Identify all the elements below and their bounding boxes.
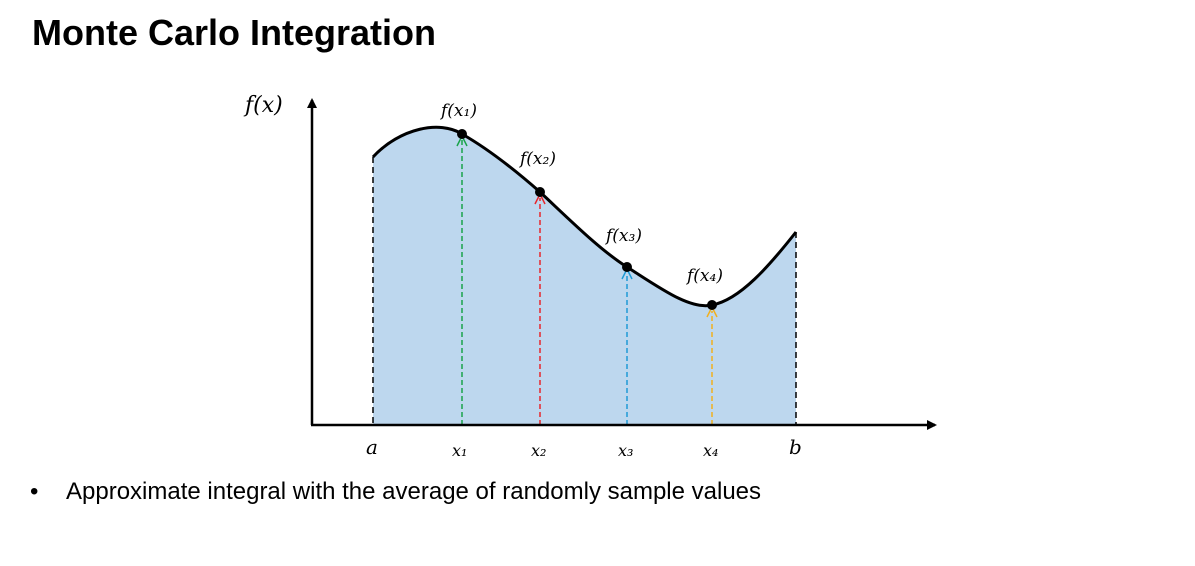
- bound-a-label: a: [366, 435, 378, 459]
- sample-x-label-2: x₂: [531, 441, 546, 460]
- sample-x-label-3: x₃: [618, 441, 633, 460]
- function-curve: [371, 125, 798, 308]
- page-title: Monte Carlo Integration: [32, 12, 436, 53]
- y-axis-label: f(x): [243, 93, 283, 118]
- sample-point-2: [535, 187, 545, 197]
- sample-x-label-4: x₄: [703, 441, 718, 460]
- sample-f-label-1: f(x₁): [439, 101, 477, 121]
- sample-point-4: [707, 300, 717, 310]
- bullet-text: Approximate integral with the average of…: [66, 478, 762, 505]
- bullet-item: • Approximate integral with the average o…: [30, 478, 761, 506]
- bullet-marker: •: [30, 478, 39, 505]
- sample-f-label-3: f(x₃): [604, 226, 642, 246]
- sample-x-label-1: x₁: [452, 441, 467, 460]
- sample-f-label-2: f(x₂): [518, 149, 556, 169]
- bound-b-label: b: [789, 435, 802, 459]
- sample-point-3: [622, 262, 632, 272]
- sample-point-1: [457, 129, 467, 139]
- area-under-curve: [373, 127, 796, 425]
- sample-f-label-4: f(x₄): [685, 266, 723, 286]
